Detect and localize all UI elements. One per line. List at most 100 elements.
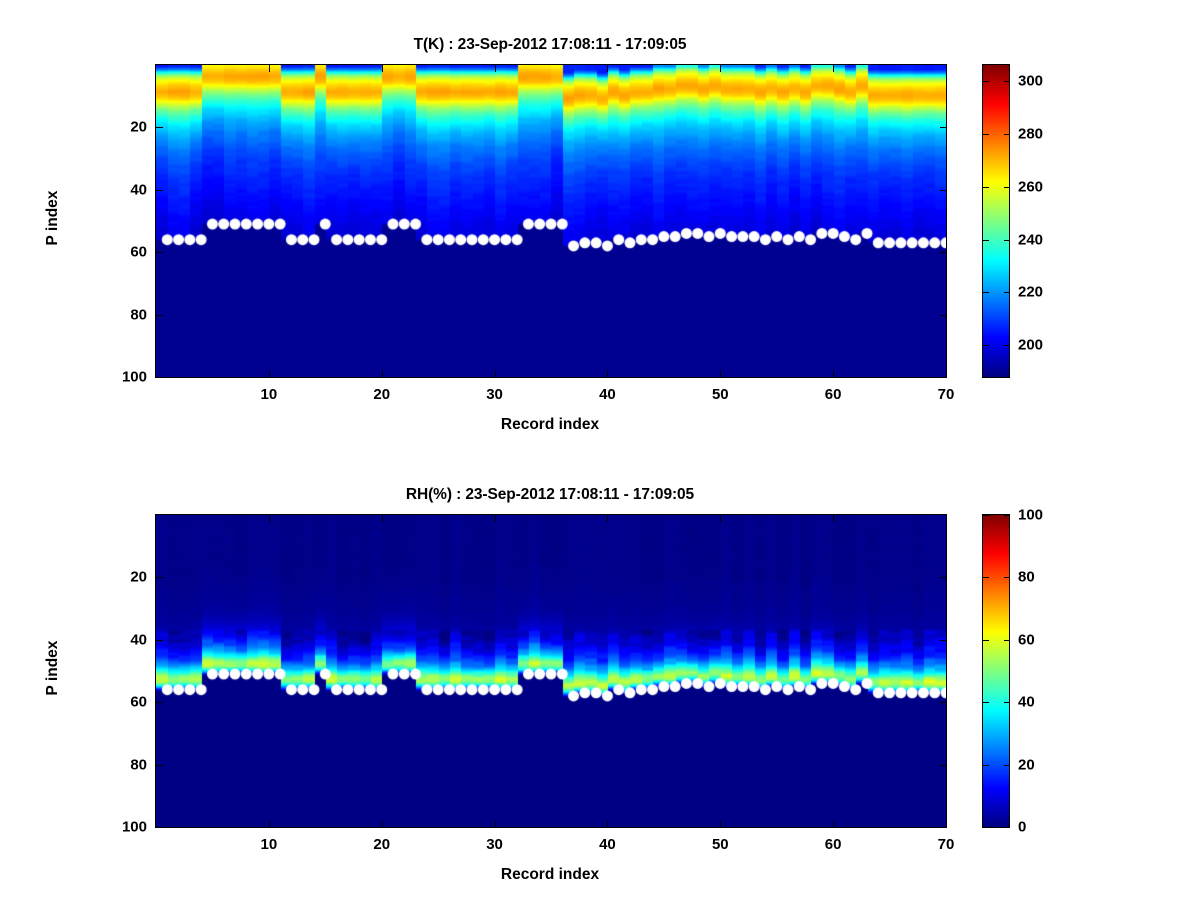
xtick-mark-top [720, 514, 722, 522]
yaxis-label-humidity: P index [44, 640, 61, 696]
ytick-mark [155, 702, 163, 704]
ytick-mark-right [939, 127, 947, 129]
colorbar-tick-mark [982, 702, 989, 704]
xtick-mark-top [494, 514, 496, 522]
ytick-label: 40 [130, 181, 147, 199]
xtick-mark [720, 370, 722, 378]
colorbar-tick-mark [982, 292, 989, 294]
ytick-mark [155, 764, 163, 766]
axes-humidity: 20 40 60 80 100 10 20 30 40 50 60 70 [122, 514, 954, 853]
xtick-mark-top [494, 64, 496, 72]
xtick-mark [946, 370, 947, 378]
colorbar-tick-mark-right [1003, 292, 1010, 294]
ytick-mark [155, 639, 163, 641]
xtick-mark-top [946, 514, 947, 522]
ytick-mark-right [939, 377, 947, 378]
xtick-label: 70 [937, 836, 955, 853]
ytick-label: 40 [130, 631, 147, 649]
colorbar-tick-mark-right [1003, 827, 1010, 828]
panel-humidity: RH(%) : 23-Sep-2012 17:08:11 - 17:09:05 … [0, 450, 1200, 900]
ytick-mark [155, 827, 163, 828]
ytick-mark [155, 127, 163, 129]
colorbar-tick-label: 240 [1018, 231, 1044, 248]
colorbar-tick-mark [982, 345, 989, 347]
xtick-mark [381, 370, 383, 378]
heatmap-temperature [156, 65, 946, 377]
xtick-mark-top [720, 64, 722, 72]
colorbar-tick-label: 280 [1018, 125, 1044, 143]
xtick-mark-top [268, 64, 270, 72]
colorbar-tick-mark-right [1003, 639, 1010, 641]
colorbar-tick-label: 80 [1018, 568, 1035, 586]
xtick-label: 50 [711, 386, 729, 403]
colorbar-tick-mark-right [1003, 577, 1010, 579]
ytick-mark [155, 577, 163, 579]
ytick-label: 60 [130, 693, 147, 711]
xtick-label: 30 [486, 386, 503, 403]
xtick-label: 20 [373, 386, 391, 403]
colorbar-tick-mark [982, 239, 989, 241]
ytick-label: 20 [130, 118, 147, 136]
ytick-label: 100 [121, 818, 147, 836]
ytick-mark-right [939, 764, 947, 766]
xtick-mark [381, 820, 383, 828]
xtick-mark-top [946, 64, 947, 72]
ytick-label: 20 [130, 568, 147, 586]
colorbar-tick-mark-right [1003, 133, 1010, 135]
xtick-label: 50 [711, 836, 729, 853]
xtick-mark [720, 820, 722, 828]
colorbar-tick-label: 220 [1018, 283, 1044, 301]
xtick-mark [607, 820, 609, 828]
colorbar-tick-label: 260 [1018, 178, 1044, 196]
ytick-mark [155, 377, 163, 378]
xtick-mark [833, 820, 835, 828]
ytick-mark-right [939, 577, 947, 579]
xtick-mark [946, 820, 947, 828]
colorbar-tick-mark [982, 639, 989, 641]
xtick-mark-top [268, 514, 270, 522]
xtick-label: 70 [937, 386, 955, 403]
colorbar-tick-mark [982, 133, 989, 135]
ytick-mark [155, 189, 163, 191]
plot-title-humidity: RH(%) : 23-Sep-2012 17:08:11 - 17:09:05 [405, 486, 695, 503]
xtick-label: 10 [260, 836, 278, 853]
ytick-mark-right [939, 252, 947, 254]
xaxis-label-humidity: Record index [500, 866, 600, 883]
xtick-label: 60 [824, 386, 842, 403]
ytick-label: 100 [121, 368, 147, 386]
ytick-mark-right [939, 314, 947, 316]
xtick-mark-top [607, 514, 609, 522]
xtick-label: 60 [824, 836, 842, 853]
xtick-label: 30 [486, 836, 503, 853]
colorbar-tick-mark [982, 577, 989, 579]
xtick-mark [833, 370, 835, 378]
yaxis-label-temperature: P index [44, 190, 61, 246]
xtick-mark-top [381, 514, 383, 522]
xtick-label: 40 [599, 386, 616, 403]
xtick-mark-top [607, 64, 609, 72]
colorbar-tick-label: 60 [1018, 631, 1035, 649]
ytick-label: 80 [130, 756, 147, 774]
xtick-mark [268, 820, 270, 828]
xtick-label: 40 [599, 836, 616, 853]
colorbar-humidity: 0 20 40 60 80 100 [982, 507, 1043, 836]
ytick-mark-right [939, 702, 947, 704]
colorbar-tick-label: 20 [1018, 756, 1035, 774]
colorbar-tick-mark [982, 764, 989, 766]
colorbar-tick-mark-right [1003, 186, 1010, 188]
xtick-mark [494, 370, 496, 378]
ytick-label: 80 [130, 306, 147, 324]
xtick-label: 20 [373, 836, 391, 853]
ytick-mark [155, 314, 163, 316]
colorbar-tick-mark-right [1003, 239, 1010, 241]
colorbar-tick-mark-right [1003, 702, 1010, 704]
colorbar-tick-mark [982, 827, 989, 828]
ytick-label: 60 [130, 243, 147, 261]
colorbar-tick-label: 200 [1018, 336, 1044, 354]
colorbar-tick-mark-right [1003, 345, 1010, 347]
ytick-mark-right [939, 827, 947, 828]
colorbar-tick-mark-right [1003, 515, 1010, 516]
xaxis-label-temperature: Record index [500, 416, 600, 433]
xtick-mark-top [833, 514, 835, 522]
colorbar-tick-label: 300 [1018, 72, 1044, 90]
